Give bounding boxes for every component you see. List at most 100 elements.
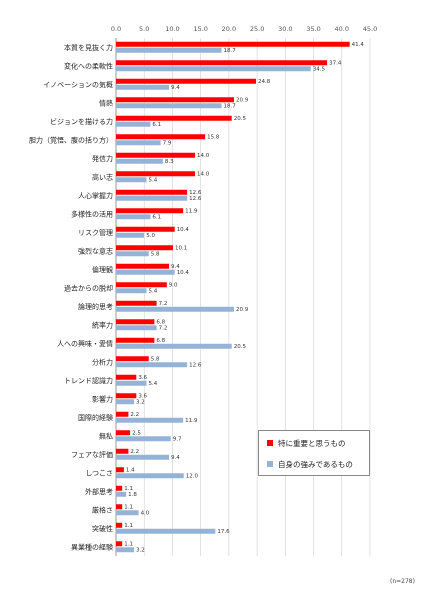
data-label-strength: 5.4 (148, 178, 157, 184)
bar-important (116, 319, 155, 325)
category-label: 影響力 (92, 394, 113, 403)
data-label-important: 20.5 (234, 116, 247, 122)
x-tick-label: 35.0 (306, 25, 320, 33)
bar-important (116, 300, 157, 306)
category-label: 人心掌握力 (78, 191, 113, 200)
data-label-strength: 20.5 (234, 344, 247, 350)
category-label: 強烈な意志 (78, 246, 113, 255)
data-label-important: 1.1 (124, 542, 133, 548)
bar-important (116, 97, 234, 103)
bar-important (116, 60, 328, 66)
bar-strength (116, 288, 147, 294)
data-label-important: 24.8 (258, 79, 271, 85)
data-label-important: 9.4 (171, 264, 180, 270)
x-tick-label: 25.0 (250, 25, 264, 33)
x-tick-label: 45.0 (363, 25, 377, 33)
bar-strength (116, 362, 188, 368)
data-label-strength: 18.7 (224, 48, 237, 54)
data-label-strength: 17.6 (217, 529, 230, 535)
bar-important (116, 208, 184, 214)
legend-item-important: 特に重要と思うもの (259, 434, 369, 452)
x-tick-label: 20.0 (222, 25, 236, 33)
category-label: トレンド認識力 (64, 376, 113, 385)
bar-important (116, 337, 155, 343)
bar-important (116, 541, 123, 547)
data-label-important: 15.8 (207, 135, 220, 141)
data-label-important: 2.2 (130, 449, 139, 455)
data-label-important: 9.0 (169, 283, 178, 289)
data-label-strength: 3.2 (136, 400, 145, 406)
category-label: フェアな評価 (71, 450, 113, 459)
category-label: しつこさ (85, 469, 113, 477)
legend-item-strength: 自身の強みであるもの (259, 455, 369, 473)
x-tick-label: 5.0 (139, 25, 149, 33)
data-label-important: 10.1 (175, 246, 187, 252)
bar-strength (116, 195, 188, 201)
x-tick-label: 10.0 (165, 25, 179, 33)
bar-important (116, 78, 256, 84)
category-label: 情熱 (99, 98, 113, 107)
data-label-strength: 4.0 (141, 511, 150, 517)
category-label: 異業種の経験 (71, 542, 113, 551)
data-label-strength: 20.9 (236, 307, 249, 313)
data-label-strength: 3.2 (136, 548, 145, 554)
bar-strength (116, 121, 151, 127)
bar-strength (116, 454, 170, 460)
data-label-strength: 5.4 (148, 381, 157, 387)
category-label: ビジョンを描ける力 (50, 117, 113, 126)
bar-strength (116, 306, 234, 312)
category-label: 統率力 (92, 320, 113, 329)
legend-swatch-blue (267, 461, 273, 467)
bar-strength (116, 232, 145, 238)
data-label-strength: 12.6 (189, 196, 202, 202)
data-label-important: 41.4 (352, 42, 365, 48)
bar-strength (116, 473, 184, 479)
bar-strength (116, 47, 222, 53)
data-label-important: 14.0 (197, 153, 210, 159)
bar-important (116, 430, 131, 436)
bar-important (116, 152, 196, 158)
data-label-strength: 18.7 (224, 104, 237, 110)
data-label-important: 6.8 (156, 320, 165, 326)
category-label: 人への興味・愛情 (57, 339, 113, 348)
bar-important (116, 522, 123, 528)
data-label-important: 1.1 (124, 523, 133, 529)
x-tick-label: 30.0 (278, 25, 292, 33)
category-label: 厳格さ (92, 505, 113, 514)
data-label-strength: 9.7 (173, 437, 182, 443)
category-label: 無私 (99, 431, 113, 440)
data-label-important: 1.1 (124, 505, 133, 511)
data-label-strength: 6.1 (152, 215, 161, 221)
bar-important (116, 171, 196, 177)
bar-strength (116, 177, 147, 183)
data-label-strength: 5.4 (148, 289, 157, 295)
bar-strength (116, 436, 171, 442)
bar-important (116, 189, 188, 195)
category-label: イノベーションの気概 (43, 80, 113, 89)
category-label: 発信力 (92, 154, 113, 163)
bar-important (116, 134, 206, 140)
category-label: 論理的思考 (78, 302, 113, 311)
data-label-strength: 10.4 (177, 270, 190, 276)
bar-strength (116, 547, 135, 553)
category-label: 変化への柔軟性 (64, 61, 113, 70)
bar-important (116, 226, 175, 232)
category-label: 高い志 (92, 172, 113, 181)
bar-strength (116, 158, 163, 164)
data-label-important: 3.6 (138, 375, 147, 381)
data-label-important: 5.8 (151, 357, 160, 363)
bar-important (116, 485, 123, 491)
data-label-strength: 9.4 (171, 85, 180, 91)
data-label-strength: 5.8 (151, 252, 160, 258)
bar-important (116, 356, 149, 362)
data-label-strength: 6.1 (152, 122, 161, 128)
category-label: 国際的経験 (78, 413, 113, 422)
x-tick-label: 0.0 (111, 25, 121, 33)
category-label: 胆力（覚悟、腹の括り方） (29, 135, 113, 144)
bar-strength (116, 325, 157, 331)
data-label-important: 2.5 (132, 431, 141, 437)
data-label-important: 12.6 (189, 190, 202, 196)
bar-strength (116, 528, 216, 534)
bar-important (116, 411, 129, 417)
